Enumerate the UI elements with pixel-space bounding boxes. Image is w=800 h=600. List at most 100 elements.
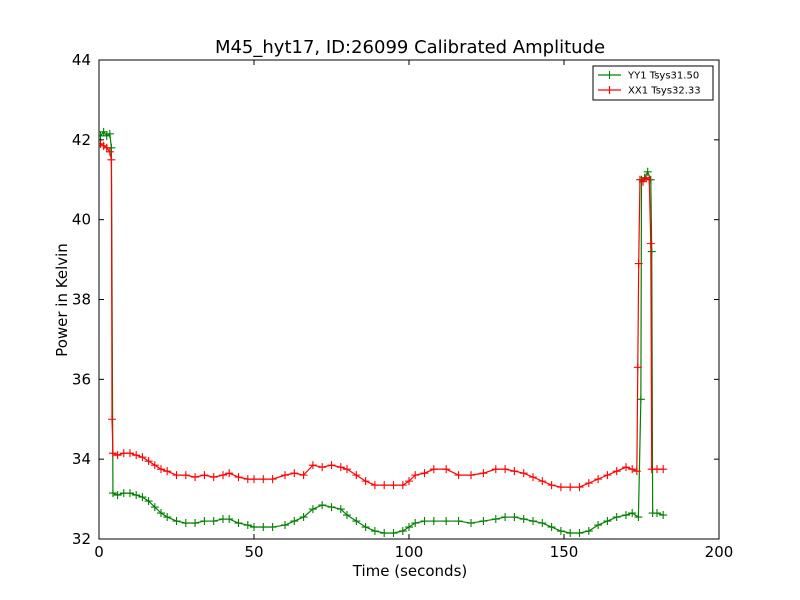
- data-point-marker: [529, 517, 537, 526]
- data-point-marker: [370, 527, 379, 536]
- data-point-marker: [132, 451, 141, 460]
- data-point-marker: [594, 475, 603, 484]
- data-point-marker: [519, 469, 528, 478]
- data-point-marker: [108, 489, 117, 498]
- data-point-marker: [268, 475, 277, 484]
- data-point-marker: [584, 479, 593, 488]
- legend-swatch-marker: [605, 86, 614, 94]
- legend-label: XX1 Tsys32.33: [628, 86, 701, 97]
- data-point-marker: [491, 465, 500, 474]
- data-point-marker: [411, 471, 420, 480]
- legend-swatch-marker: [605, 71, 614, 79]
- data-point-marker: [529, 473, 537, 482]
- y-tick-label: 32: [72, 530, 91, 548]
- data-point-marker: [138, 493, 147, 502]
- data-point-marker: [327, 461, 336, 470]
- data-point-marker: [200, 517, 209, 526]
- data-point-marker: [108, 415, 117, 424]
- data-point-marker: [157, 465, 165, 474]
- data-point-marker: [442, 517, 451, 526]
- data-point-marker: [454, 517, 463, 526]
- x-axis-label: Time (seconds): [352, 562, 468, 580]
- data-point-marker: [181, 471, 190, 480]
- data-point-marker: [380, 529, 389, 538]
- data-point-marker: [361, 477, 370, 486]
- data-point-marker: [659, 511, 668, 520]
- data-point-marker: [612, 513, 621, 522]
- data-point-marker: [138, 453, 147, 462]
- data-point-marker: [299, 471, 308, 480]
- data-point-marker: [429, 517, 438, 526]
- data-point-marker: [209, 517, 218, 526]
- data-point-marker: [632, 467, 641, 476]
- y-tick-label: 42: [72, 131, 91, 149]
- x-tick-label: 0: [94, 543, 104, 561]
- data-point-marker: [172, 517, 181, 526]
- data-point-marker: [603, 471, 612, 480]
- data-point-marker: [575, 529, 584, 538]
- data-point-marker: [594, 521, 603, 530]
- data-point-marker: [643, 167, 652, 176]
- data-point-marker: [126, 449, 134, 458]
- data-point-marker: [105, 147, 114, 156]
- data-point-marker: [584, 527, 593, 536]
- data-point-marker: [343, 465, 351, 474]
- data-point-marker: [290, 517, 299, 526]
- data-point-marker: [157, 509, 165, 518]
- data-point-marker: [318, 463, 327, 472]
- data-point-marker: [163, 513, 172, 522]
- data-point-marker: [172, 471, 181, 480]
- data-point-marker: [105, 129, 114, 138]
- data-point-marker: [209, 473, 218, 482]
- data-point-marker: [281, 521, 289, 530]
- legend-label: YY1 Tsys31.50: [627, 71, 699, 82]
- data-point-marker: [250, 523, 258, 532]
- data-point-marker: [556, 527, 565, 536]
- data-point-marker: [318, 501, 327, 510]
- data-point-marker: [538, 477, 547, 486]
- data-point-marker: [144, 457, 153, 466]
- data-point-marker: [219, 471, 227, 480]
- data-point-marker: [566, 483, 575, 492]
- x-tick-label: 200: [705, 543, 734, 561]
- data-point-marker: [113, 451, 122, 460]
- data-point-marker: [290, 469, 299, 478]
- data-point-marker: [501, 465, 510, 474]
- data-point-marker: [299, 513, 308, 522]
- data-point-marker: [467, 471, 475, 480]
- data-point-marker: [327, 503, 336, 512]
- data-point-marker: [519, 515, 528, 524]
- data-point-marker: [405, 477, 413, 486]
- data-point-marker: [225, 469, 234, 478]
- data-point-marker: [191, 519, 200, 528]
- data-point-marker: [191, 473, 200, 482]
- data-point-marker: [454, 471, 463, 480]
- data-point-marker: [634, 259, 643, 268]
- data-point-marker: [250, 475, 258, 484]
- data-point-marker: [659, 465, 668, 474]
- data-point-marker: [361, 523, 370, 532]
- data-point-marker: [647, 247, 656, 256]
- data-point-marker: [467, 519, 475, 528]
- data-point-marker: [566, 529, 575, 538]
- data-point-marker: [634, 513, 643, 522]
- data-point-marker: [108, 449, 117, 458]
- data-point-marker: [107, 155, 116, 164]
- data-point-marker: [636, 395, 645, 404]
- x-tick-label: 50: [244, 543, 263, 561]
- y-tick-label: 44: [72, 51, 91, 69]
- data-point-marker: [336, 463, 345, 472]
- legend-box: [592, 65, 714, 101]
- data-point-marker: [150, 461, 159, 470]
- data-point-marker: [126, 489, 134, 498]
- data-point-marker: [200, 471, 209, 480]
- data-point-marker: [336, 505, 345, 514]
- data-point-marker: [281, 471, 289, 480]
- data-point-marker: [234, 473, 243, 482]
- data-point-marker: [181, 519, 190, 528]
- data-point-marker: [150, 503, 159, 512]
- data-point-marker: [547, 523, 556, 532]
- data-point-marker: [259, 523, 268, 532]
- y-tick-label: 34: [72, 450, 91, 468]
